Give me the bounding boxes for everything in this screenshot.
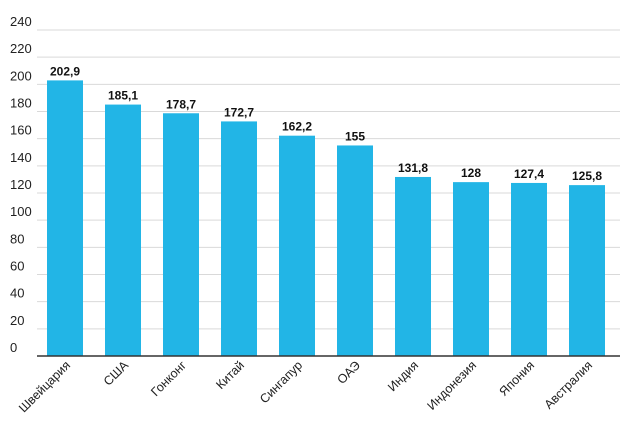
data-label: 128 (461, 166, 481, 180)
y-tick-label: 220 (10, 41, 32, 56)
category-label: Гонконг (148, 358, 189, 399)
bar (163, 113, 199, 356)
y-tick-label: 120 (10, 177, 32, 192)
category-label: Индия (385, 358, 421, 394)
y-tick-label: 0 (10, 340, 17, 355)
data-labels: 202,9 185,1 178,7 172,7 162,2 155 131,8 128 127,… (50, 64, 602, 183)
category-label: Япония (497, 358, 538, 399)
y-tick-label: 60 (10, 259, 24, 274)
data-label: 125,8 (572, 169, 602, 183)
bar (47, 80, 83, 356)
y-tick-label: 180 (10, 96, 32, 111)
category-label: Индонезия (425, 358, 480, 413)
data-label: 185,1 (108, 89, 138, 103)
bar (569, 185, 605, 356)
data-label: 172,7 (224, 105, 254, 119)
bar (453, 182, 489, 356)
category-label: Сингапур (257, 358, 305, 406)
bar (337, 145, 373, 356)
y-tick-label: 20 (10, 313, 24, 328)
data-label: 155 (345, 129, 365, 143)
bar (279, 135, 315, 356)
category-label: Швейцария (16, 358, 73, 415)
bar (105, 104, 141, 356)
data-label: 178,7 (166, 97, 196, 111)
data-label: 162,2 (282, 120, 312, 134)
category-labels: Швейцария США Гонконг Китай Сингапур ОАЭ Индия… (16, 358, 595, 416)
y-tick-label: 200 (10, 68, 32, 83)
y-tick-label: 140 (10, 150, 32, 165)
y-axis-tick-labels: 0 20 40 60 80 100 120 140 160 180 200 220 240 (10, 14, 32, 355)
y-tick-label: 240 (10, 14, 32, 29)
bar (395, 176, 431, 356)
y-tick-label: 160 (10, 123, 32, 138)
category-label: США (101, 358, 132, 389)
data-label: 202,9 (50, 64, 80, 78)
bars (47, 80, 605, 356)
data-label: 127,4 (514, 167, 544, 181)
bar (511, 182, 547, 356)
bar (221, 121, 257, 356)
category-label: Китай (213, 358, 247, 392)
category-label: ОАЭ (334, 358, 363, 387)
y-tick-label: 80 (10, 231, 24, 246)
y-tick-label: 40 (10, 286, 24, 301)
data-label: 131,8 (398, 161, 428, 175)
category-label: Австралия (542, 358, 596, 412)
y-tick-label: 100 (10, 204, 32, 219)
